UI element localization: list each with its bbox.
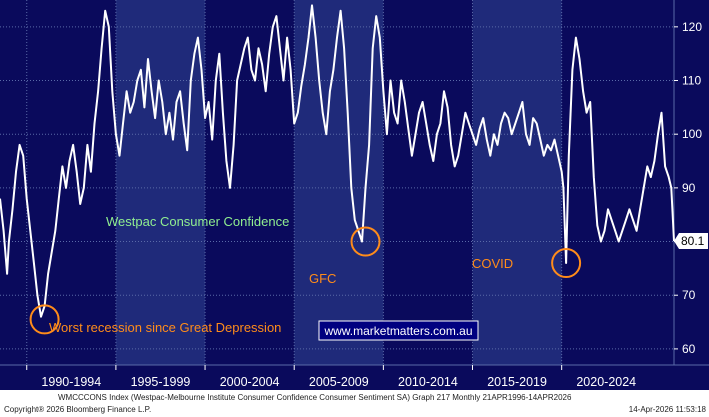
last-value-box xyxy=(674,233,708,250)
y-axis-ticks: 60708090100110120 xyxy=(674,20,702,356)
recession-circle xyxy=(29,304,60,335)
x-axis-ticks: 1990-1994 1995-1999 2000-2004 2005-2009 2010… xyxy=(26,365,636,389)
covid-label: COVID xyxy=(472,256,513,271)
chart-footer: WMCCCONS Index (Westpac-Melbourne Instit… xyxy=(0,390,709,417)
x-tick-label: 2010-2014 xyxy=(398,375,458,389)
y-tick-label: 120 xyxy=(682,20,702,34)
x-tick-label: 2000-2004 xyxy=(220,375,280,389)
watermark-box xyxy=(318,320,479,341)
series-group xyxy=(0,4,675,318)
x-tick-label: 1995-1999 xyxy=(131,375,191,389)
covid-circle xyxy=(551,248,582,279)
x-tick-label: 2015-2019 xyxy=(487,375,547,389)
footer-timestamp: 14-Apr-2026 11:53:18 xyxy=(628,405,706,414)
y-tick-label: 70 xyxy=(682,288,696,302)
x-tick-label: 1990-1994 xyxy=(41,375,101,389)
y-tick-label: 100 xyxy=(682,127,702,141)
footer-copyright: Copyright® 2026 Bloomberg Finance L.P. xyxy=(4,405,152,414)
series-line xyxy=(0,4,675,318)
grid-lines xyxy=(0,0,674,365)
chart-title-label: Westpac Consumer Confidence xyxy=(106,214,289,229)
watermark: www.marketmatters.com.au xyxy=(318,320,479,341)
recession-label: Worst recession since Great Depression xyxy=(49,320,281,335)
last-value-marker: 80.1 xyxy=(674,233,708,250)
last-value-label: 80.1 xyxy=(681,234,705,248)
y-tick-label: 110 xyxy=(682,74,701,88)
y-tick-label: 60 xyxy=(682,342,696,356)
y-tick-label: 90 xyxy=(682,181,696,195)
watermark-text: www.marketmatters.com.au xyxy=(323,324,472,338)
x-period-bands xyxy=(115,0,562,365)
x-band xyxy=(472,0,562,365)
x-tick-label: 2020-2024 xyxy=(576,375,636,389)
gfc-circle xyxy=(350,226,381,257)
x-tick-label: 2005-2009 xyxy=(309,375,369,389)
x-band xyxy=(294,0,384,365)
x-band xyxy=(115,0,206,365)
gfc-label: GFC xyxy=(309,271,336,286)
footer-description: WMCCCONS Index (Westpac-Melbourne Instit… xyxy=(58,393,572,402)
